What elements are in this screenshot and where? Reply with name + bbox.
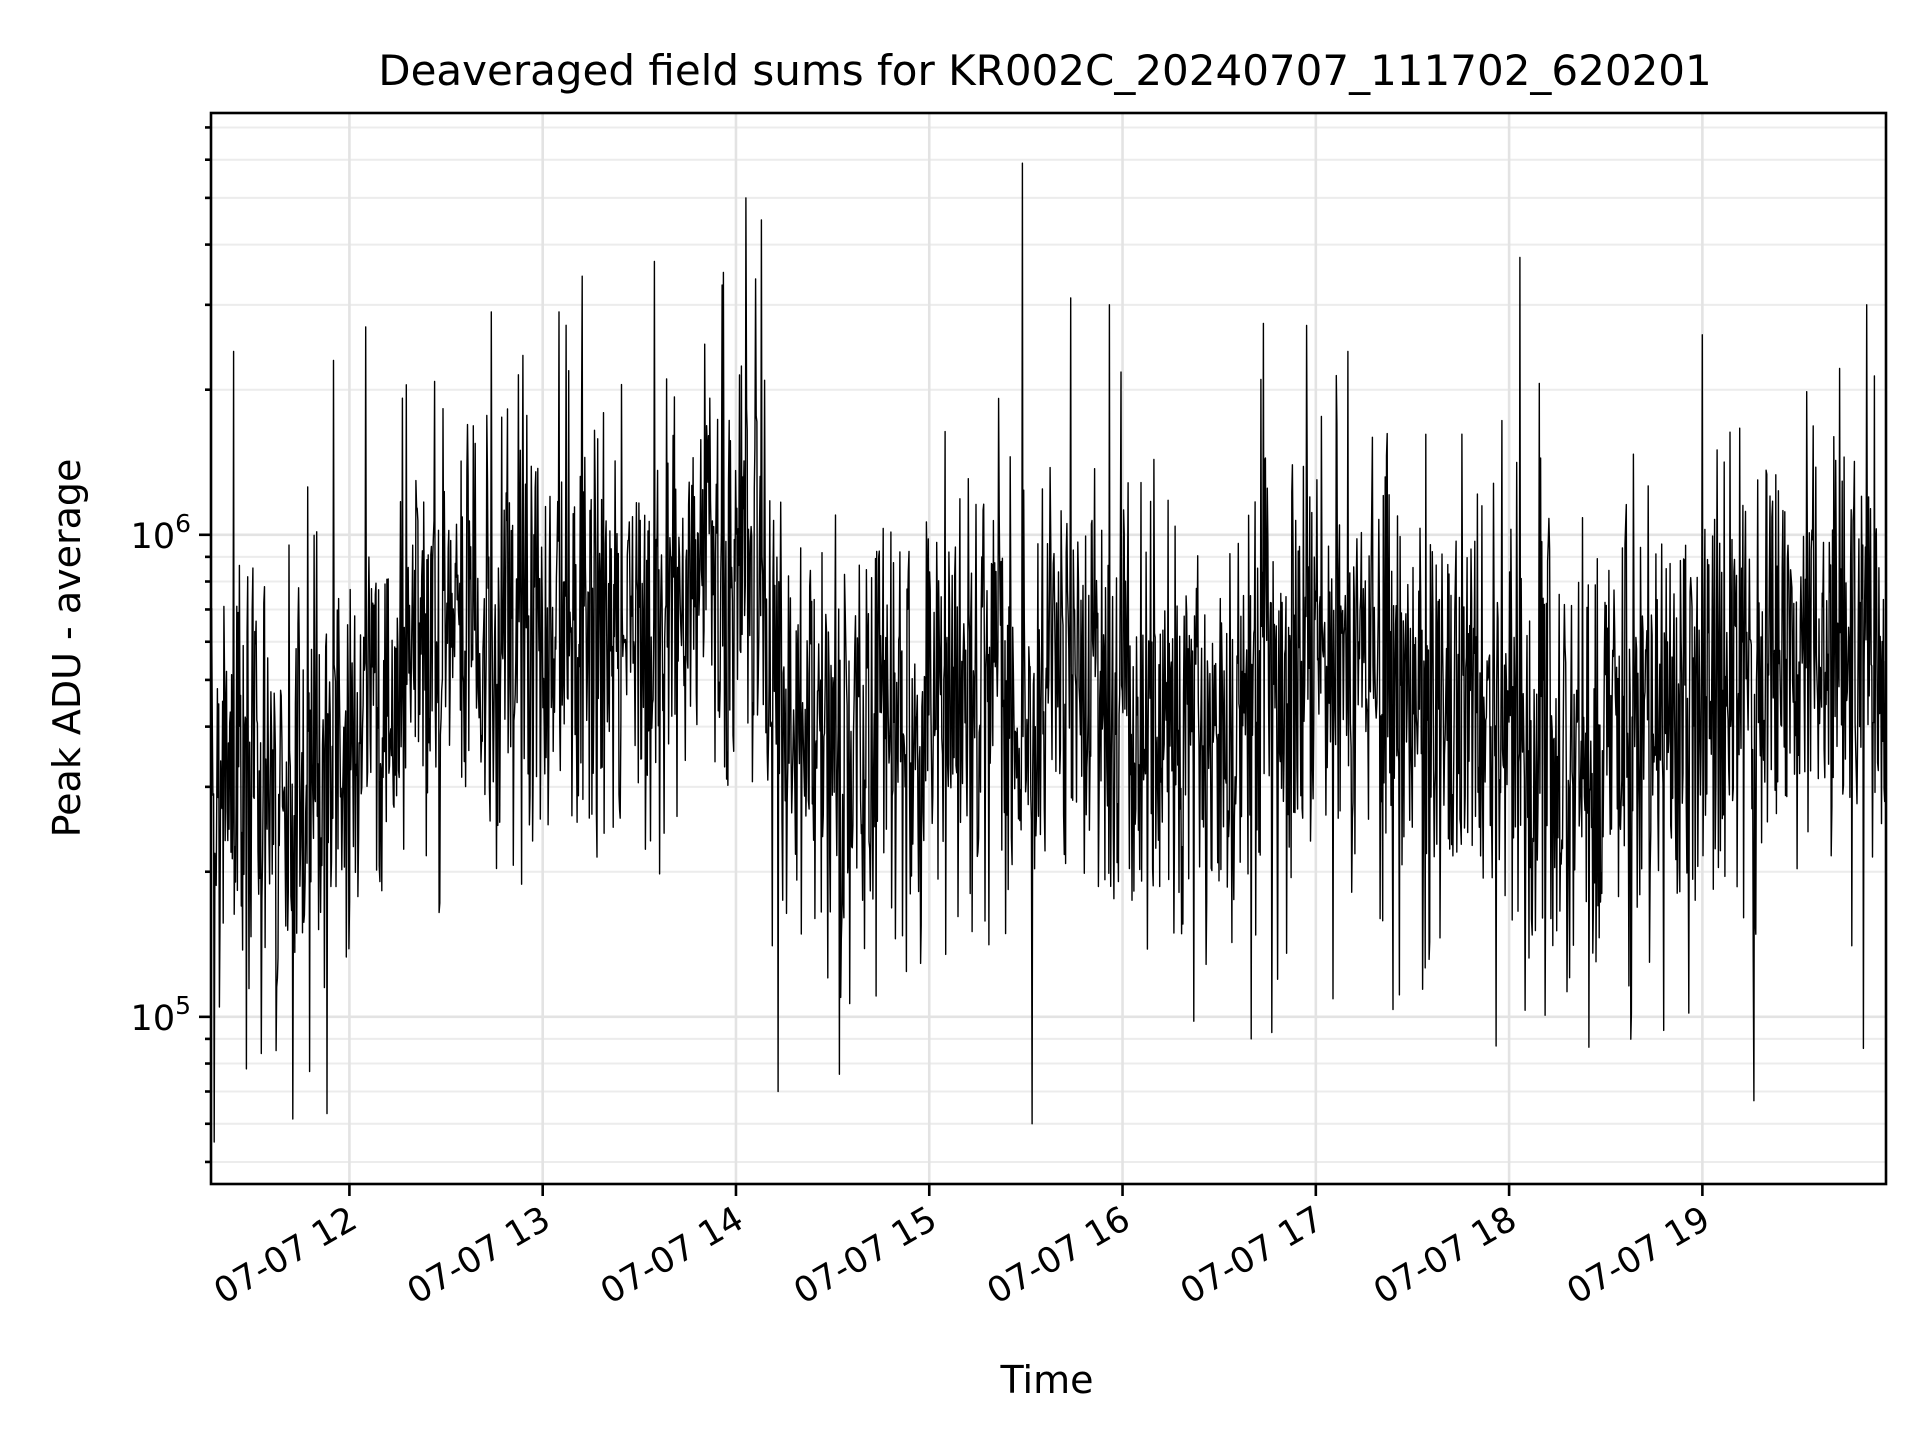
x-tick-label: 07-07 19: [1561, 1199, 1717, 1312]
chart-title: Deaveraged field sums for KR002C_2024070…: [378, 46, 1712, 95]
series-line: [210, 162, 1887, 1143]
plot-frame: [209, 111, 1888, 1186]
y-axis-label: Peak ADU - average: [45, 459, 89, 838]
x-axis: 07-07 12 07-07 13 07-07 14 07-07 15 07-07 16…: [208, 1184, 1717, 1312]
x-tick-label: 07-07 12: [208, 1199, 364, 1312]
x-tick-label: 07-07 13: [401, 1199, 557, 1312]
y-tick-label: 106: [131, 509, 191, 557]
x-tick-label: 07-07 18: [1367, 1199, 1523, 1312]
x-tick-label: 07-07 17: [1174, 1199, 1330, 1312]
y-axis: 105 106: [131, 126, 211, 1164]
x-axis-label: Time: [1000, 1358, 1094, 1402]
y-tick-label: 105: [131, 991, 191, 1039]
series-group: [210, 162, 1887, 1143]
x-tick-label: 07-07 14: [594, 1199, 750, 1312]
x-tick-label: 07-07 16: [981, 1199, 1137, 1312]
x-tick-label: 07-07 15: [787, 1199, 943, 1312]
